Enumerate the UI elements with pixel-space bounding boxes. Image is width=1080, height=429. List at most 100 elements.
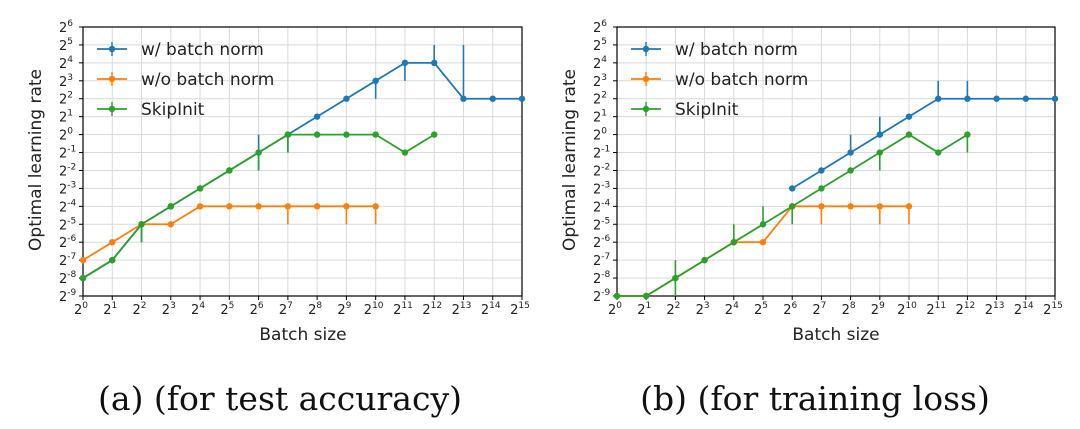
legend-marker-w-batch-norm (108, 45, 116, 53)
y-tick-label: 20 (593, 127, 607, 144)
x-tick-label: 26 (783, 301, 797, 318)
w-o-batch-norm-point (876, 203, 883, 210)
w-o-batch-norm-point (167, 221, 174, 228)
y-tick-label: 2-2 (593, 162, 610, 179)
x-axis-label: Batch size (259, 325, 346, 345)
skipinit-point (759, 221, 767, 228)
x-tick-label: 29 (871, 301, 885, 318)
legend-label-w-o-batch-norm: w/o batch norm (141, 70, 274, 90)
w-batch-norm-point (847, 149, 854, 156)
y-tick-label: 2-3 (59, 180, 76, 197)
w-batch-norm-point (372, 77, 379, 85)
y-tick-label: 24 (59, 55, 73, 72)
x-tick-label: 214 (481, 301, 501, 318)
w-o-batch-norm-point (313, 203, 321, 210)
plot-frame (616, 26, 1056, 297)
y-axis-label: Optimal learning rate (26, 69, 46, 251)
w-batch-norm-point (518, 95, 526, 102)
legend-marker-w-o-batch-norm (108, 75, 116, 83)
x-tick-label: 22 (133, 301, 147, 318)
skipinit-point (905, 131, 913, 138)
w-o-batch-norm-point (196, 203, 204, 210)
x-tick-label: 210 (897, 301, 917, 318)
x-tick-label: 26 (250, 301, 264, 318)
y-tick-label: 2-6 (593, 234, 611, 251)
y-tick-label: 2-5 (593, 216, 610, 233)
skipinit-point (167, 203, 174, 210)
y-tick-label: 2-2 (59, 162, 76, 179)
skipinit-point (79, 274, 87, 282)
w-o-batch-norm-point (255, 203, 262, 210)
legend-label-w-batch-norm: w/ batch norm (141, 40, 264, 60)
skipinit-point (226, 167, 233, 174)
chart-panel-a: Optimal learning rate Batch size (a) (fo… (26, 19, 530, 418)
legend-marker-w-o-batch-norm (642, 75, 650, 83)
y-tick-label: 2-7 (593, 252, 610, 269)
skipinit-point (730, 239, 737, 246)
x-tick-label: 23 (162, 301, 176, 318)
skipinit-point (964, 131, 971, 138)
y-tick-label: 25 (593, 37, 607, 54)
w-batch-norm-point (1022, 95, 1029, 102)
y-tick-label: 22 (593, 91, 607, 108)
w-batch-norm-point (935, 95, 942, 102)
x-tick-label: 211 (926, 301, 946, 318)
y-tick-label: 2-3 (593, 180, 610, 197)
y-tick-label: 2-5 (59, 216, 76, 233)
y-tick-label: 25 (59, 37, 73, 54)
legend-label-skipinit: SkipInit (141, 100, 205, 120)
x-tick-label: 212 (956, 301, 976, 318)
w-o-batch-norm-point (109, 239, 116, 246)
x-tick-label: 213 (985, 301, 1005, 318)
w-batch-norm-point (460, 95, 467, 102)
legend-label-w-batch-norm: w/ batch norm (675, 40, 798, 60)
y-tick-label: 20 (59, 127, 73, 144)
skipinit-point (372, 131, 379, 138)
x-tick-label: 210 (364, 301, 384, 318)
x-tick-label: 212 (422, 301, 442, 318)
plot-frame (82, 26, 523, 297)
y-tick-label: 21 (59, 109, 73, 126)
x-tick-label: 24 (725, 301, 739, 318)
legend-label-w-o-batch-norm: w/o batch norm (675, 70, 808, 90)
y-tick-label: 2-6 (59, 234, 77, 251)
x-tick-label: 28 (308, 301, 322, 318)
y-tick-label: 23 (593, 73, 607, 90)
y-tick-label: 21 (593, 109, 607, 126)
skipinit-point (401, 149, 409, 156)
x-tick-label: 211 (393, 301, 413, 318)
legend-label-skipinit: SkipInit (675, 100, 739, 120)
y-tick-label: 2-8 (593, 270, 611, 287)
x-tick-label: 21 (103, 301, 117, 318)
skipinit-point (109, 256, 116, 264)
w-batch-norm-point (313, 113, 321, 120)
x-tick-label: 29 (337, 301, 351, 318)
w-batch-norm-point (905, 113, 913, 120)
x-tick-label: 28 (842, 301, 856, 318)
x-tick-label: 25 (220, 301, 234, 318)
w-batch-norm-line (791, 97, 1055, 190)
w-batch-norm-point (343, 95, 350, 102)
x-tick-label: 214 (1014, 301, 1034, 318)
w-o-batch-norm-point (759, 239, 767, 246)
w-o-batch-norm-point (79, 256, 87, 264)
x-tick-label: 27 (279, 301, 293, 318)
x-tick-label: 22 (666, 301, 680, 318)
legend-marker-skipinit (642, 105, 650, 113)
legend-marker-skipinit (108, 105, 116, 113)
y-tick-label: 22 (59, 91, 73, 108)
w-o-batch-norm-point (847, 203, 854, 210)
x-tick-label: 27 (812, 301, 826, 318)
y-tick-label: 26 (59, 19, 73, 36)
w-o-batch-norm-point (372, 203, 379, 210)
skipinit-point (255, 149, 262, 156)
x-tick-label: 25 (754, 301, 768, 318)
w-o-batch-norm-point (818, 203, 825, 210)
chart-caption: (b) (for training loss) (640, 379, 990, 418)
w-batch-norm-point (1051, 95, 1059, 102)
skipinit-point (313, 131, 321, 138)
skipinit-point (196, 185, 204, 192)
skipinit-point (935, 149, 942, 156)
w-o-batch-norm-point (905, 203, 913, 210)
